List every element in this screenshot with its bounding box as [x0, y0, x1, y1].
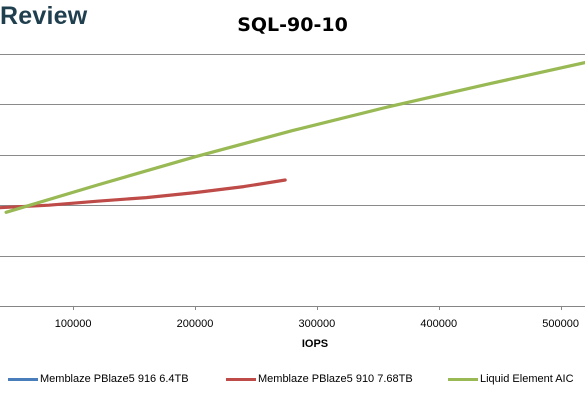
legend-label: Memblaze PBlaze5 916 6.4TB [40, 373, 189, 385]
legend-label: Memblaze PBlaze5 910 7.68TB [258, 373, 413, 385]
series-line-2 [0, 178, 287, 210]
legend-swatch [8, 377, 38, 381]
legend-item: Liquid Element AIC [448, 373, 574, 385]
x-tick-label: 100000 [55, 318, 92, 330]
x-tick-label: 200000 [177, 318, 214, 330]
legend-swatch [226, 377, 256, 381]
review-logo: Review [0, 2, 88, 30]
legend-item: Memblaze PBlaze5 916 6.4TB [8, 373, 189, 385]
legend-label: Liquid Element AIC [480, 373, 574, 385]
series-line-3 [4, 60, 585, 214]
chart-legend: Memblaze PBlaze5 916 6.4TB Memblaze PBlaz… [0, 373, 585, 389]
legend-item: Memblaze PBlaze5 910 7.68TB [226, 373, 413, 385]
x-axis-title: IOPS [301, 338, 329, 350]
x-tick-label: 400000 [420, 318, 457, 330]
legend-swatch [448, 377, 478, 381]
chart-title: SQL-90-10 [237, 14, 348, 36]
x-tick-label: 300000 [299, 318, 336, 330]
x-tick-label: 500000 [542, 318, 579, 330]
